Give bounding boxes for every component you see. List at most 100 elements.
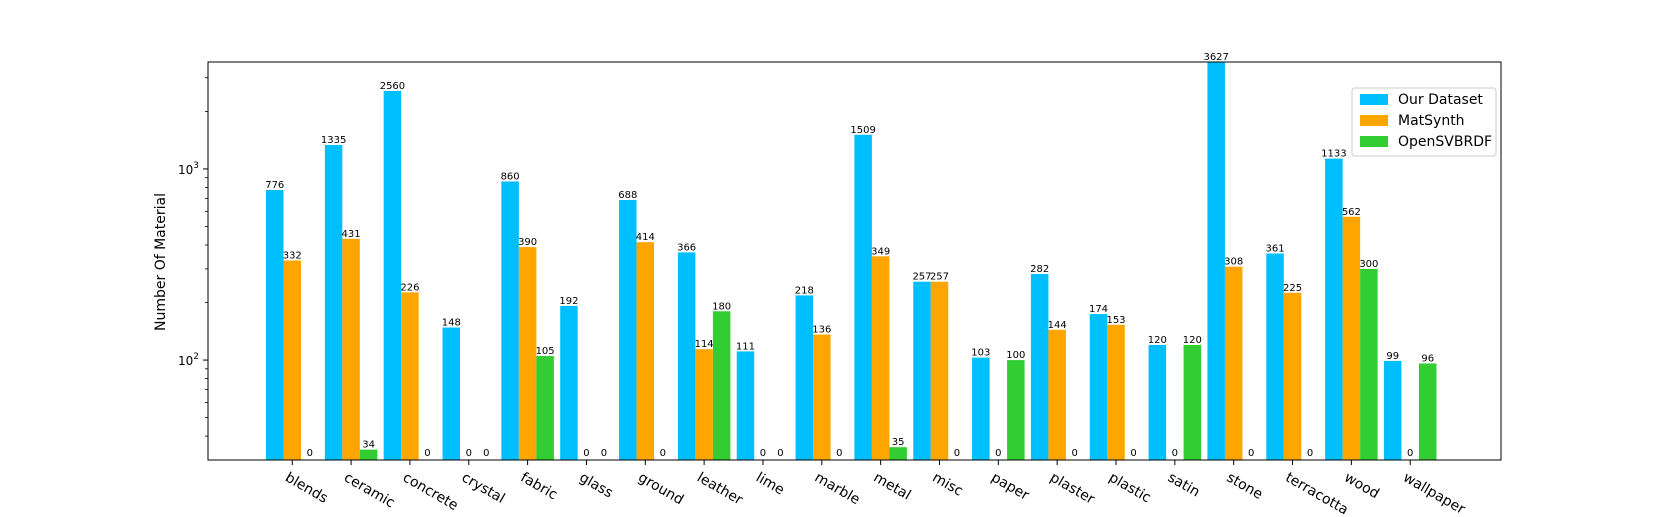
value-label: 0 [954,448,960,459]
legend-swatch [1360,94,1388,105]
value-label: 218 [795,285,814,296]
bar-marble-matsynth [813,334,831,460]
y-tick-label: 103 [178,161,199,177]
x-tick-label: leather [694,470,745,509]
value-label: 776 [265,180,284,191]
bar-leather-matsynth [695,349,713,460]
x-tick-label: concrete [400,470,461,514]
value-label: 192 [559,296,578,307]
value-label: 96 [1421,353,1434,364]
bar-wallpaper-opensvbrdf [1418,363,1437,460]
value-label: 308 [1224,257,1243,268]
bars-layer [266,62,1437,461]
bar-ceramic-our-dataset [324,144,343,460]
bar-terracotta-matsynth [1283,292,1302,460]
bar-metal-our-dataset [854,134,872,461]
value-label: 226 [400,282,419,293]
x-tick-label: ceramic [341,470,397,512]
bar-lime-our-dataset [736,351,755,460]
bar-ground-our-dataset [619,199,637,461]
y-axis: 103 102 [178,77,208,437]
value-label: 361 [1265,244,1284,255]
value-label: 0 [777,448,783,459]
value-label: 111 [736,341,755,352]
value-label: 414 [636,232,655,243]
value-label: 0 [583,448,589,459]
bar-ceramic-matsynth [342,238,360,460]
bar-concrete-matsynth [401,292,419,460]
bar-stone-our-dataset [1207,62,1225,460]
value-label: 0 [1407,448,1413,459]
x-tick-label: marble [812,470,863,509]
bar-satin-our-dataset [1148,344,1167,460]
x-tick-label: satin [1165,470,1203,501]
plot-frame [207,61,1502,461]
x-tick-label: fabric [518,470,560,504]
value-label: 0 [1248,448,1254,459]
x-tick-label: metal [871,470,914,504]
x-tick-label: blends [282,470,330,507]
value-label: 99 [1386,351,1399,362]
bar-wood-our-dataset [1325,158,1343,460]
value-label: 105 [536,346,555,357]
value-label: 120 [1183,335,1202,346]
bar-plastic-matsynth [1107,324,1125,460]
legend-label: MatSynth [1398,113,1465,129]
bar-paper-our-dataset [972,357,990,460]
bar-crystal-our-dataset [442,327,461,460]
value-label: 0 [483,448,489,459]
value-label: 174 [1089,304,1108,315]
value-label: 390 [518,237,537,248]
y-tick-label: 102 [178,352,199,368]
value-label: 100 [1006,350,1025,361]
x-tick-label: crystal [459,470,508,507]
legend-label: OpenSVBRDF [1398,134,1492,150]
value-label: 1133 [1321,149,1346,160]
bar-wood-opensvbrdf [1360,268,1378,460]
bar-terracotta-our-dataset [1266,253,1284,460]
x-tick-label: glass [576,470,615,502]
x-tick-label: terracotta [1283,470,1351,517]
value-label: 0 [1071,448,1077,459]
value-label: 0 [466,448,472,459]
bar-blends-our-dataset [266,189,284,461]
value-label: 148 [442,318,461,329]
value-label: 120 [1148,335,1167,346]
bar-ground-matsynth [636,242,655,460]
bar-metal-opensvbrdf [889,447,907,460]
value-label: 0 [1130,448,1136,459]
value-label: 3627 [1203,52,1228,63]
x-tick-label: paper [988,470,1031,504]
bar-leather-opensvbrdf [712,311,731,460]
x-tick-label: lime [753,470,787,499]
value-label: 0 [307,448,313,459]
value-label: 366 [677,242,696,253]
bar-satin-opensvbrdf [1183,344,1202,460]
value-label: 114 [695,339,714,350]
value-label: 34 [362,440,375,451]
value-label: 0 [995,448,1001,459]
value-label: 0 [836,448,842,459]
x-tick-label: wood [1341,470,1381,503]
value-label: 35 [892,437,905,448]
value-label: 0 [1307,448,1313,459]
bar-glass-our-dataset [560,305,578,460]
value-label: 0 [601,448,607,459]
value-label: 860 [501,171,520,182]
x-tick-label: stone [1224,470,1266,503]
bar-fabric-matsynth [518,247,537,460]
legend-label: Our Dataset [1398,92,1483,108]
value-label: 562 [1342,207,1361,218]
value-label: 1335 [321,135,346,146]
bar-ceramic-opensvbrdf [359,449,378,460]
value-label: 0 [424,448,430,459]
bar-paper-opensvbrdf [1007,360,1025,460]
value-label: 136 [812,325,831,336]
bar-plaster-matsynth [1048,329,1066,460]
value-label: 349 [871,246,890,257]
value-label: 300 [1359,259,1378,270]
bar-leather-our-dataset [677,252,696,460]
value-label: 0 [760,448,766,459]
